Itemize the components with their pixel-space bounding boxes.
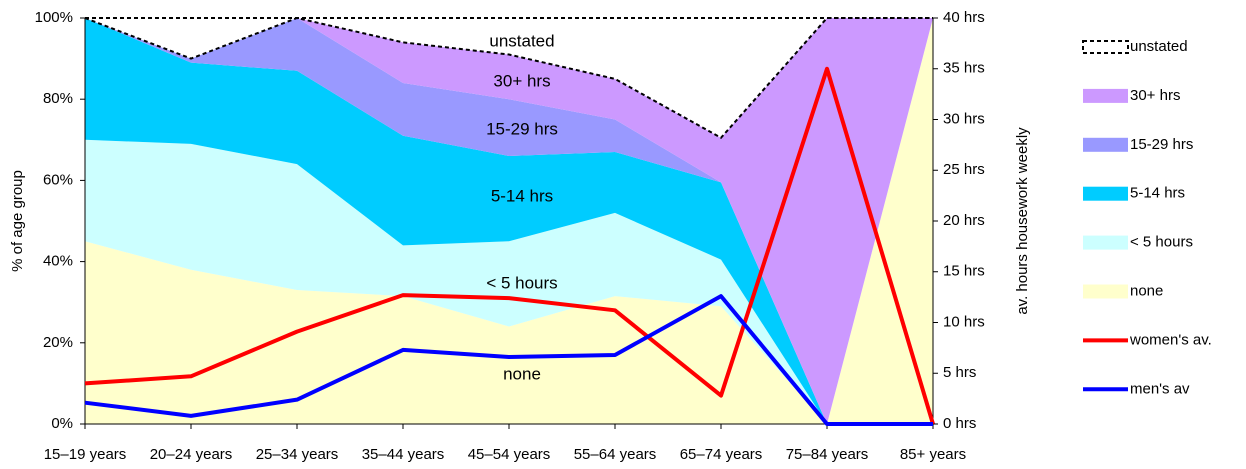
x-tick-label: 25–34 years — [256, 446, 339, 463]
x-tick-label: 85+ years — [900, 446, 966, 463]
legend-label: 15-29 hrs — [1130, 136, 1193, 153]
y-tick-label: 60% — [43, 171, 73, 188]
y2-tick-label: 20 hrs — [943, 212, 985, 229]
y2-tick-label: 40 hrs — [943, 9, 985, 26]
legend-label: women's av. — [1129, 331, 1212, 348]
legend-label: none — [1130, 282, 1163, 299]
x-tick-label: 20–24 years — [150, 446, 233, 463]
y2-tick-label: 35 hrs — [943, 60, 985, 77]
legend-swatch — [1083, 284, 1128, 299]
y-tick-label: 100% — [35, 9, 73, 26]
area — [85, 18, 933, 424]
y-tick-label: 80% — [43, 90, 73, 107]
area-label: 15-29 hrs — [486, 119, 558, 138]
y2-tick-label: 15 hrs — [943, 263, 985, 280]
area-label: unstated — [489, 31, 554, 50]
y-tick-label: 40% — [43, 253, 73, 270]
y-tick-label: 20% — [43, 334, 73, 351]
legend-label: < 5 hours — [1130, 234, 1193, 251]
legend-swatch — [1083, 235, 1128, 250]
line — [84, 66, 935, 425]
area — [85, 18, 933, 424]
x-tick-label: 35–44 years — [362, 446, 445, 463]
area — [85, 18, 933, 424]
area-label: none — [503, 364, 541, 383]
area-border — [84, 16, 933, 140]
legend-label: unstated — [1130, 38, 1188, 55]
area — [85, 18, 933, 424]
x-tick-label: 75–84 years — [786, 446, 869, 463]
legend-swatch — [1082, 40, 1129, 54]
legend-swatch — [1083, 137, 1128, 152]
area — [85, 18, 933, 138]
y2-tick-label: 30 hrs — [943, 110, 985, 127]
area-label: < 5 hours — [486, 273, 557, 292]
x-tick-label: 15–19 years — [44, 446, 127, 463]
x-tick-label: 45–54 years — [468, 446, 551, 463]
y2-axis-label: av. hours housework weekly — [1014, 127, 1031, 315]
y2-tick-label: 25 hrs — [943, 161, 985, 178]
legend-label: 5-14 hrs — [1130, 185, 1185, 202]
y2-tick-label: 0 hrs — [943, 415, 976, 432]
area-label: 5-14 hrs — [491, 186, 553, 205]
y2-tick-label: 10 hrs — [943, 313, 985, 330]
legend-label: 30+ hrs — [1130, 87, 1180, 104]
legend-swatch — [1083, 88, 1128, 103]
legend-label: men's av — [1130, 380, 1190, 397]
y2-tick-label: 5 hrs — [943, 364, 976, 381]
x-tick-label: 65–74 years — [680, 446, 763, 463]
x-tick-label: 55–64 years — [574, 446, 657, 463]
y-tick-label: 0% — [51, 415, 73, 432]
y-axis-label: % of age group — [9, 170, 26, 272]
legend-swatch — [1083, 186, 1128, 201]
area-label: 30+ hrs — [493, 71, 550, 90]
line — [84, 294, 933, 426]
